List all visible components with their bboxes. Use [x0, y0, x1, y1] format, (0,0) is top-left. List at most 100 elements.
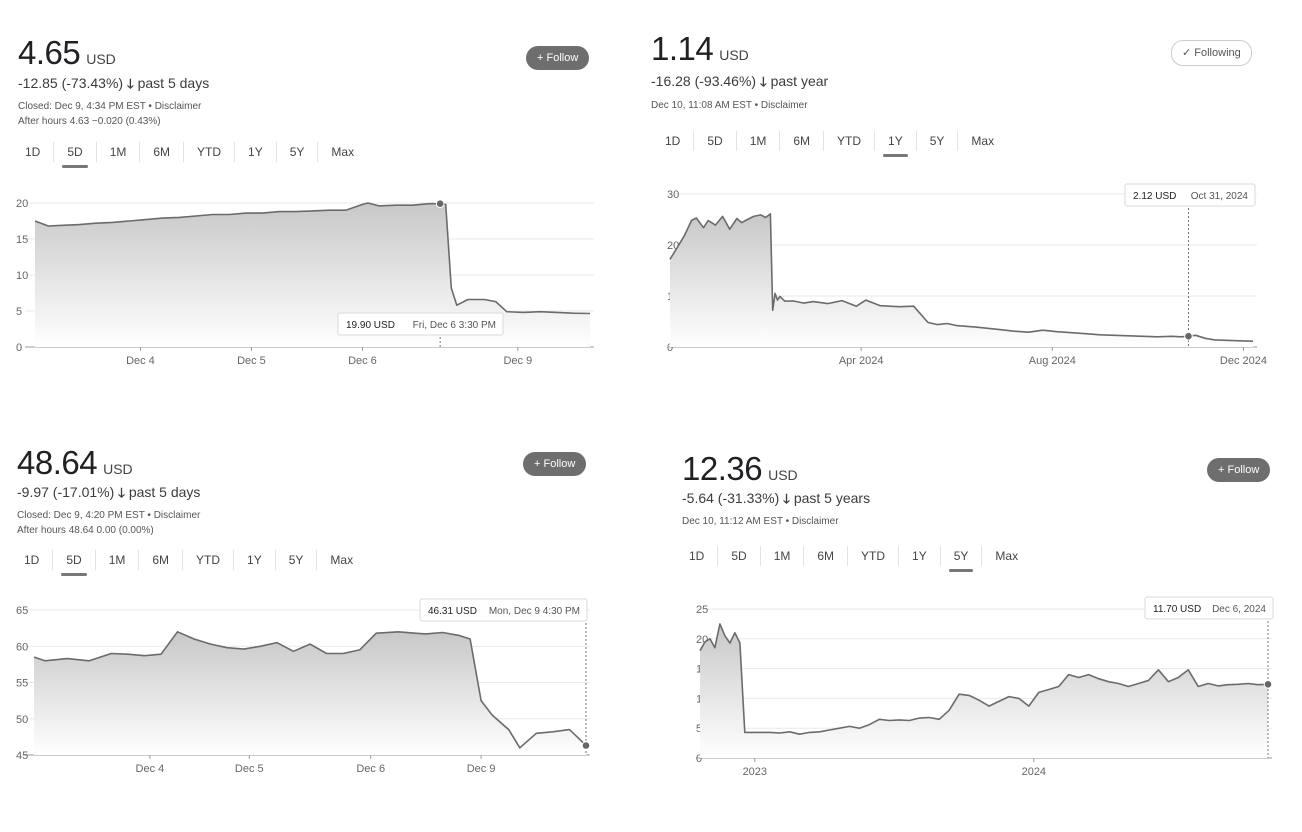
follow-button[interactable]: + Follow — [526, 46, 590, 70]
timestamp-info: Dec 10, 11:08 AM EST • Disclaimer — [651, 100, 808, 111]
arrow-down-icon: 🡓 — [783, 491, 790, 506]
tooltip-date: Fri, Dec 6 3:30 PM — [413, 320, 496, 331]
tab-5d[interactable]: 5D — [694, 131, 737, 151]
price-value: 1.14 — [651, 30, 714, 67]
change-value: -16.28 (-93.46%) — [651, 73, 757, 89]
price-line — [33, 631, 587, 749]
tab-ytd[interactable]: YTD — [824, 131, 876, 151]
y-tick-label: 5 — [696, 723, 702, 735]
price-area — [34, 631, 586, 755]
after-hours-info: After hours 4.63 −0.020 (0.43%) — [18, 116, 161, 127]
change-period: past 5 years — [793, 490, 871, 506]
tab-6m[interactable]: 6M — [780, 131, 825, 151]
change-period: past 5 days — [137, 75, 210, 91]
change-value: -5.64 (-31.33%) — [682, 490, 780, 506]
currency-label: USD — [768, 467, 798, 483]
hover-dot — [1263, 680, 1273, 689]
tab-ytd[interactable]: YTD — [848, 546, 900, 566]
x-tick-label: Dec 5 — [235, 763, 264, 775]
range-tabs: 1D 5D 1M 6M YTD 1Y 5Y Max — [12, 142, 367, 168]
stock-panel-3: 48.64 USD -9.97 (-17.01%) 🡓 past 5 days C… — [0, 416, 651, 832]
y-tick-label: 5 — [16, 306, 22, 318]
y-tick-label: 45 — [16, 750, 28, 762]
tab-1m[interactable]: 1M — [96, 550, 140, 570]
hover-dot — [435, 199, 445, 209]
tooltip-value: 19.90 USD — [346, 320, 395, 331]
tab-1m[interactable]: 1M — [737, 131, 781, 151]
y-tick-label: 25 — [696, 604, 708, 616]
tab-1y[interactable]: 1Y — [875, 131, 917, 157]
tab-ytd[interactable]: YTD — [184, 142, 236, 162]
tab-6m[interactable]: 6M — [140, 142, 185, 162]
price-chart[interactable]: 0 5 10 15 20 Dec 4 Dec 5 Dec 6 Dec 9 19.90 USD Fri… — [0, 0, 651, 416]
tab-ytd[interactable]: YTD — [183, 550, 235, 570]
x-tick-label: 2023 — [743, 766, 767, 778]
range-tabs: 1D 5D 1M 6M YTD 1Y 5Y Max — [676, 546, 1031, 572]
tooltip-value: 2.12 USD — [1133, 191, 1176, 202]
price-line — [669, 213, 1254, 342]
tab-1y[interactable]: 1Y — [899, 546, 941, 566]
price-change: -12.85 (-73.43%) 🡓 past 5 days — [18, 75, 209, 97]
checkmark-icon: ✓ — [1182, 47, 1192, 59]
tab-1m[interactable]: 1M — [761, 546, 805, 566]
follow-button[interactable]: + Follow — [1207, 458, 1271, 482]
x-tick-label: Dec 6 — [348, 355, 377, 367]
currency-label: USD — [103, 461, 133, 477]
tab-5y[interactable]: 5Y — [941, 546, 983, 572]
tooltip-box — [337, 312, 504, 336]
arrow-down-icon: 🡓 — [759, 74, 767, 89]
tab-max[interactable]: Max — [331, 145, 355, 159]
closed-info: Closed: Dec 9, 4:34 PM EST • Disclaimer — [18, 101, 202, 112]
arrow-down-icon: 🡓 — [126, 76, 134, 91]
tab-max[interactable]: Max — [971, 134, 995, 148]
tooltip-value: 46.31 USD — [428, 606, 477, 617]
timestamp-info: Dec 10, 11:12 AM EST • Disclaimer — [682, 516, 839, 527]
x-tick-label: Dec 4 — [136, 763, 165, 775]
change-period: past year — [770, 73, 829, 89]
tooltip-box — [1144, 596, 1274, 620]
y-tick-label: 65 — [16, 605, 28, 617]
y-tick-label: 55 — [16, 678, 28, 690]
tab-1y[interactable]: 1Y — [235, 142, 277, 162]
tab-1d[interactable]: 1D — [12, 142, 55, 162]
tab-1m[interactable]: 1M — [97, 142, 141, 162]
y-tick-label: 0 — [667, 342, 673, 354]
price-chart[interactable]: 45 50 55 60 65 Dec 4 Dec 5 Dec 6 Dec 9 46.31 USD M… — [0, 416, 651, 832]
price-line — [699, 623, 1269, 735]
tab-6m[interactable]: 6M — [804, 546, 849, 566]
price-row: 48.64 USD — [17, 444, 133, 482]
tab-5d[interactable]: 5D — [54, 142, 97, 168]
hover-dot — [1184, 331, 1193, 341]
tab-6m[interactable]: 6M — [139, 550, 184, 570]
tab-1d[interactable]: 1D — [676, 546, 719, 566]
tooltip-box — [1124, 183, 1256, 207]
following-button[interactable]: ✓ Following — [1171, 40, 1252, 66]
x-tick-label: Dec 2024 — [1220, 355, 1267, 367]
currency-label: USD — [86, 51, 116, 67]
tab-1y[interactable]: 1Y — [234, 550, 276, 570]
price-change: -5.64 (-31.33%) 🡓 past 5 years — [682, 490, 870, 512]
x-tick-label: Apr 2024 — [839, 355, 884, 367]
hover-dot — [581, 741, 591, 750]
tab-5d[interactable]: 5D — [53, 550, 96, 576]
follow-button[interactable]: + Follow — [523, 452, 587, 476]
stock-panel-4: 12.36 USD -5.64 (-31.33%) 🡓 past 5 years … — [651, 416, 1302, 832]
tab-1d[interactable]: 1D — [11, 550, 54, 570]
change-value: -9.97 (-17.01%) — [17, 484, 115, 500]
price-area — [35, 203, 590, 347]
tab-5d[interactable]: 5D — [718, 546, 761, 566]
tab-max[interactable]: Max — [330, 553, 354, 567]
tab-1d[interactable]: 1D — [652, 131, 695, 151]
price-area — [670, 213, 1253, 347]
tab-5y[interactable]: 5Y — [276, 550, 318, 570]
tab-5y[interactable]: 5Y — [917, 131, 959, 151]
range-tabs: 1D 5D 1M 6M YTD 1Y 5Y Max — [652, 131, 1007, 157]
tab-max[interactable]: Max — [995, 549, 1019, 563]
y-tick-label: 20 — [16, 198, 28, 210]
stock-panel-2: 1.14 USD -16.28 (-93.46%) 🡓 past year Dec… — [651, 0, 1302, 416]
tab-5y[interactable]: 5Y — [277, 142, 319, 162]
tooltip-box — [419, 598, 588, 622]
price-area — [700, 623, 1268, 758]
